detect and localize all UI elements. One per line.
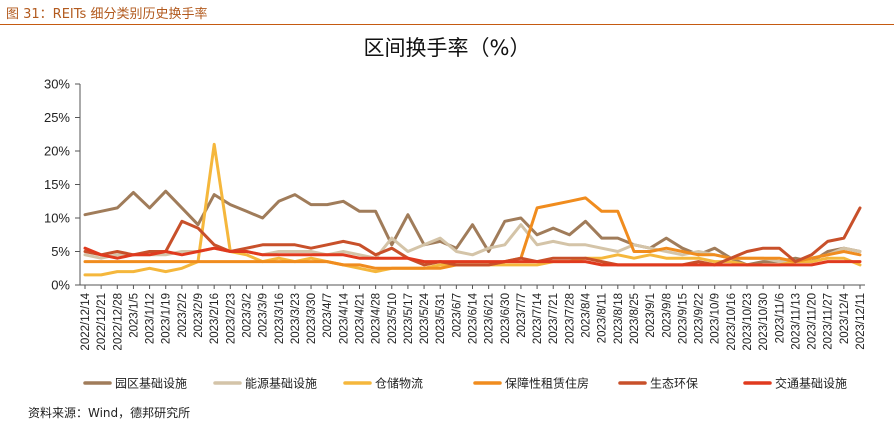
x-tick-label: 2023/4/14 [338, 292, 350, 344]
figure-caption: 图 31：REITs 细分类别历史换手率 [6, 7, 208, 22]
y-tick-label: 15% [44, 177, 70, 192]
caption-divider [0, 24, 894, 25]
x-tick-label: 2023/7/14 [532, 292, 544, 344]
x-tick-label: 2023/6/21 [484, 293, 496, 344]
legend-label: 仓储物流 [375, 376, 423, 391]
x-tick-label: 2023/10/23 [742, 293, 754, 351]
source-note: 资料来源：Wind，德邦研究所 [28, 406, 191, 420]
x-tick-label: 2023/4/7 [322, 293, 334, 338]
series-line [83, 206, 862, 267]
x-tick-label: 2023/3/23 [290, 293, 302, 344]
x-tick-label: 2023/1/5 [128, 293, 140, 338]
x-tick-label: 2023/2/23 [225, 293, 237, 344]
x-tick-label: 2023/2/9 [193, 293, 205, 338]
x-tick-label: 2023/9/15 [677, 293, 689, 344]
x-tick-label: 2023/7/7 [516, 293, 528, 338]
x-tick-label: 2023/5/31 [435, 293, 447, 344]
chart-title: 区间换手率（%） [364, 36, 531, 60]
y-tick-label: 0% [51, 278, 70, 293]
legend-label: 交通基础设施 [775, 376, 847, 391]
x-tick-label: 2022/12/28 [112, 293, 124, 351]
x-tick-label: 2023/1/12 [145, 293, 157, 344]
x-tick-label: 2023/12/11 [855, 293, 867, 350]
legend-label: 保障性租赁住房 [505, 376, 589, 391]
x-tick-label: 2023/3/9 [258, 293, 270, 338]
x-tick-label: 2023/9/1 [645, 293, 657, 338]
x-tick-label: 2023/2/2 [177, 293, 189, 338]
x-tick-label: 2022/12/14 [80, 292, 92, 350]
x-tick-label: 2023/8/4 [581, 292, 593, 337]
x-tick-label: 2023/6/30 [500, 293, 512, 344]
y-tick-label: 20% [44, 144, 70, 159]
y-tick-label: 30% [44, 77, 70, 92]
x-tick-label: 2023/6/7 [451, 293, 463, 338]
x-tick-label: 2023/5/24 [419, 292, 431, 344]
x-tick-label: 2023/8/25 [629, 293, 641, 344]
x-tick-label: 2023/3/2 [241, 293, 253, 338]
y-tick-label: 5% [51, 244, 70, 259]
chart-series [83, 142, 862, 277]
y-tick-label: 25% [44, 110, 70, 125]
x-tick-label: 2023/8/11 [597, 293, 609, 343]
chart-legend: 园区基础设施 能源基础设施 仓储物流 保障性租赁住房 生态环保 交通基础设施 [83, 376, 847, 391]
x-tick-label: 2023/4/28 [371, 293, 383, 344]
x-tick-label: 2023/11/27 [823, 293, 835, 350]
x-tick-label: 2022/12/21 [96, 293, 108, 351]
y-tick-label: 10% [44, 211, 70, 226]
x-tick-label: 2023/11/6 [774, 293, 786, 343]
x-tick-label: 2023/8/18 [613, 293, 625, 344]
x-tick-label: 2023/5/10 [387, 293, 399, 344]
x-tick-label: 2023/10/30 [758, 293, 770, 351]
legend-label: 生态环保 [650, 377, 698, 391]
x-tick-label: 2023/1/19 [161, 293, 173, 344]
series-line [83, 246, 862, 267]
x-tick-label: 2023/7/21 [548, 293, 560, 344]
x-tick-label: 2023/9/22 [694, 293, 706, 344]
x-tick-label: 2023/3/16 [274, 293, 286, 344]
legend-label: 园区基础设施 [115, 377, 187, 391]
x-tick-label: 2023/10/9 [710, 293, 722, 344]
x-tick-label: 2023/7/28 [564, 293, 576, 344]
legend-label: 能源基础设施 [245, 377, 317, 391]
chart-axes: 0% 5% 10% 15% 20% 25% 30% 2022/12/14 2022/12/21 2… [44, 77, 867, 351]
x-tick-label: 2023/11/20 [807, 293, 819, 350]
x-tick-label: 2023/12/4 [839, 292, 851, 344]
x-tick-label: 2023/10/16 [726, 293, 738, 351]
x-tick-label: 2023/5/17 [403, 293, 415, 344]
x-tick-label: 2023/2/16 [209, 293, 221, 344]
x-tick-label: 2023/4/21 [354, 293, 366, 344]
x-tick-label: 2023/3/30 [306, 293, 318, 344]
x-tick-label: 2023/9/8 [661, 293, 673, 338]
x-tick-label: 2023/11/13 [790, 293, 802, 350]
x-tick-label: 2023/6/14 [468, 292, 480, 344]
